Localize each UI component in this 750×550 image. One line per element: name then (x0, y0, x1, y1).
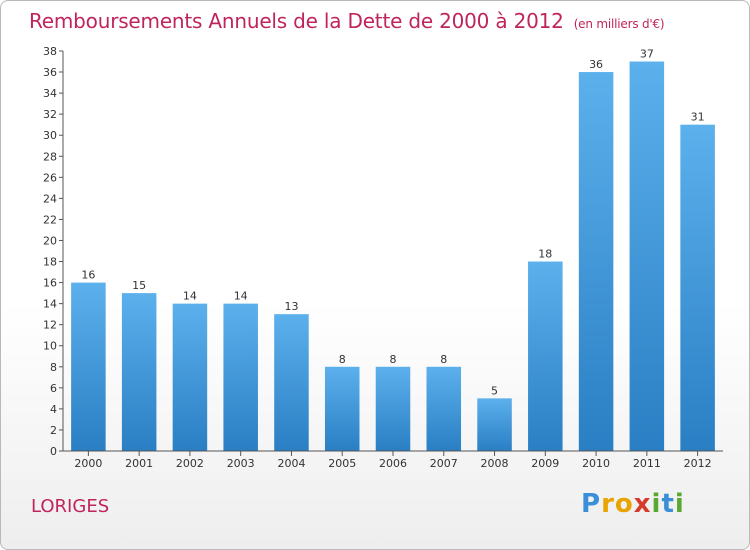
x-tick-label: 2007 (430, 457, 458, 470)
bar-2006 (375, 366, 411, 451)
y-tick-label: 10 (43, 340, 57, 353)
bar-value-label: 8 (440, 353, 447, 366)
chart-unit: (en milliers d'€) (573, 17, 665, 31)
y-tick-label: 20 (43, 234, 57, 247)
x-tick-label: 2006 (379, 457, 407, 470)
bar-2012 (680, 124, 715, 452)
x-tick-label: 2001 (125, 457, 153, 470)
bar-value-label: 14 (234, 290, 248, 303)
x-tick-label: 2010 (582, 457, 610, 470)
y-tick-label: 14 (43, 298, 57, 311)
y-tick-label: 6 (50, 382, 57, 395)
x-tick-label: 2008 (481, 457, 509, 470)
bar-2008 (477, 398, 512, 451)
y-tick-label: 28 (43, 150, 57, 163)
x-tick-label: 2000 (74, 457, 102, 470)
y-tick-label: 30 (43, 129, 57, 142)
bar-2010 (578, 72, 614, 451)
bar-value-label: 36 (589, 58, 603, 71)
x-tick-label: 2012 (684, 457, 712, 470)
logo-letter: P (581, 489, 602, 519)
bar-value-label: 31 (691, 111, 705, 124)
bar-value-label: 5 (491, 384, 498, 397)
y-tick-label: 38 (43, 45, 57, 58)
y-tick-label: 12 (43, 319, 57, 332)
y-tick-label: 16 (43, 277, 57, 290)
logo-letter: i (674, 489, 685, 519)
y-tick-label: 4 (50, 403, 57, 416)
y-tick-label: 2 (50, 424, 57, 437)
x-tick-label: 2005 (328, 457, 356, 470)
y-tick-label: 0 (50, 445, 57, 458)
bar-value-label: 16 (81, 269, 95, 282)
logo-letter: t (661, 489, 675, 519)
x-tick-label: 2009 (531, 457, 559, 470)
logo-letter: i (651, 489, 662, 519)
bar-2003 (223, 303, 258, 451)
bar-value-label: 37 (640, 48, 654, 61)
bar-2004 (274, 314, 309, 451)
bars: 16 15 14 14 13 8 8 8 5 18 36 37 31 (71, 48, 715, 452)
x-tick-label: 2011 (633, 457, 661, 470)
y-tick-label: 8 (50, 361, 57, 374)
commune-name: LORIGES (31, 496, 110, 517)
logo-letter: o (614, 489, 634, 519)
bar-2001 (121, 293, 157, 451)
x-axis: 2000 2001 2002 2003 2004 2005 2006 2007 2008 2009… (63, 450, 723, 470)
y-tick-label: 36 (43, 66, 57, 79)
bar-value-label: 15 (132, 279, 146, 292)
bar-2000 (71, 282, 106, 451)
y-tick-label: 22 (43, 213, 57, 226)
y-tick-label: 24 (43, 192, 57, 205)
x-tick-label: 2004 (277, 457, 305, 470)
y-tick-label: 34 (43, 87, 57, 100)
logo-letter: r (601, 489, 615, 519)
bar-value-label: 13 (284, 300, 298, 313)
logo-letter: x (633, 489, 652, 519)
bar-value-label: 14 (183, 290, 197, 303)
chart-title-text: Remboursements Annuels de la Dette de 20… (29, 9, 564, 33)
bar-2002 (172, 303, 208, 451)
bar-2005 (324, 366, 360, 451)
bar-2009 (528, 261, 563, 451)
y-tick-label: 26 (43, 171, 57, 184)
x-tick-label: 2003 (227, 457, 255, 470)
bar-value-label: 8 (339, 353, 346, 366)
y-tick-label: 32 (43, 108, 57, 121)
x-tick-label: 2002 (176, 457, 204, 470)
bar-value-label: 8 (390, 353, 397, 366)
chart-title: Remboursements Annuels de la Dette de 20… (29, 9, 665, 33)
y-tick-label: 18 (43, 256, 57, 269)
bar-2011 (629, 61, 665, 452)
bar-value-label: 18 (538, 248, 552, 261)
bar-2007 (426, 366, 462, 451)
proxiti-logo: Proxiti (581, 489, 685, 519)
